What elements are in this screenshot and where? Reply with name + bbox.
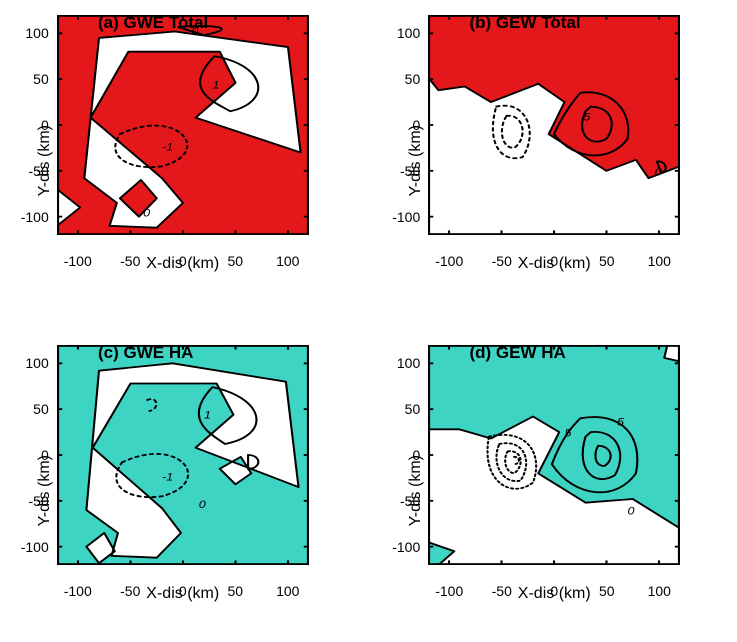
xtick: -50 [492, 583, 512, 599]
contour-label: 5 [617, 415, 624, 428]
ytick: -100 [21, 539, 49, 555]
contour-label: 1 [212, 78, 219, 91]
contour-plot-d: 5 5 0 [428, 345, 680, 565]
contour-label: 0 [199, 498, 206, 511]
panel-b: (b) GEW TotalY-dis (km)-100-50050100-100… [382, 15, 728, 297]
panel-title-d: (d) GEW HA [470, 343, 566, 363]
xtick: 0 [550, 253, 558, 269]
contour-label: 5 [565, 426, 572, 439]
xtick: 0 [179, 253, 187, 269]
ytick: 0 [412, 447, 420, 463]
xtick: -100 [435, 583, 463, 599]
ytick: 50 [33, 401, 49, 417]
contour-plot-c: 1 -1 0 [57, 345, 309, 565]
contour-label: -1 [162, 470, 173, 483]
ytick: 0 [41, 447, 49, 463]
ytick: 100 [25, 25, 48, 41]
xtick: 100 [648, 253, 671, 269]
ytick: 100 [397, 355, 420, 371]
xtick: 100 [276, 583, 299, 599]
xtick: -50 [120, 253, 140, 269]
ytick: 100 [25, 355, 48, 371]
panel-title-a: (a) GWE Total [98, 13, 208, 33]
xtick: -100 [64, 583, 92, 599]
xtick: 0 [179, 583, 187, 599]
ytick: -100 [21, 209, 49, 225]
xtick: -100 [64, 253, 92, 269]
ytick: 50 [405, 71, 421, 87]
ytick: 0 [41, 117, 49, 133]
contour-plot-a: 01-10 [57, 15, 309, 235]
xtick: 0 [550, 583, 558, 599]
panel-title-b: (b) GEW Total [470, 13, 581, 33]
contour-label: 0 [143, 206, 150, 219]
ytick: -50 [400, 163, 420, 179]
xtick: -100 [435, 253, 463, 269]
xtick: 50 [599, 583, 615, 599]
panel-d: (d) GEW HAY-dis (km)-100-50050100-100-50… [382, 345, 728, 627]
panel-c: (c) GWE HAY-dis (km)-100-50050100-100-50… [10, 345, 356, 627]
contour-plot-b: 50 [428, 15, 680, 235]
xtick: 100 [648, 583, 671, 599]
ytick: 50 [33, 71, 49, 87]
ylabel: Y-dis (km) [36, 455, 54, 526]
xtick: -50 [492, 253, 512, 269]
ytick: 100 [397, 25, 420, 41]
xtick: 50 [599, 253, 615, 269]
ylabel: Y-dis (km) [36, 125, 54, 196]
ylabel: Y-dis (km) [407, 455, 425, 526]
contour-label: 0 [628, 504, 635, 517]
contour-label: 1 [204, 408, 211, 421]
ytick: 50 [405, 401, 421, 417]
ylabel: Y-dis (km) [407, 125, 425, 196]
xtick: 50 [227, 583, 243, 599]
xtick: -50 [120, 583, 140, 599]
ytick: -100 [392, 539, 420, 555]
ytick: -100 [392, 209, 420, 225]
xtick: 50 [227, 253, 243, 269]
contour-label: 0 [655, 165, 662, 178]
panel-title-c: (c) GWE HA [98, 343, 193, 363]
ytick: -50 [29, 163, 49, 179]
contour-label: 5 [584, 110, 591, 123]
panel-a: (a) GWE TotalY-dis (km)-100-50050100-100… [10, 15, 356, 297]
contour-label: -1 [162, 140, 173, 153]
ytick: -50 [29, 493, 49, 509]
ytick: -50 [400, 493, 420, 509]
xtick: 100 [276, 253, 299, 269]
ytick: 0 [412, 117, 420, 133]
